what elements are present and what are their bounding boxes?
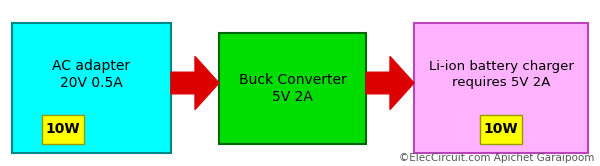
Text: 10W: 10W [46,123,80,136]
FancyBboxPatch shape [414,23,588,153]
Text: 10W: 10W [484,123,518,136]
Text: Buck Converter
5V 2A: Buck Converter 5V 2A [239,73,346,104]
Text: ©ElecCircuit.com Apichet Garaipoom: ©ElecCircuit.com Apichet Garaipoom [398,153,594,163]
FancyBboxPatch shape [480,115,522,144]
FancyArrow shape [366,56,414,110]
FancyBboxPatch shape [42,115,84,144]
FancyArrow shape [171,56,219,110]
FancyBboxPatch shape [219,33,366,144]
Text: AC adapter
20V 0.5A: AC adapter 20V 0.5A [52,59,131,90]
Text: Li-ion battery charger
requires 5V 2A: Li-ion battery charger requires 5V 2A [428,60,574,89]
FancyBboxPatch shape [12,23,171,153]
